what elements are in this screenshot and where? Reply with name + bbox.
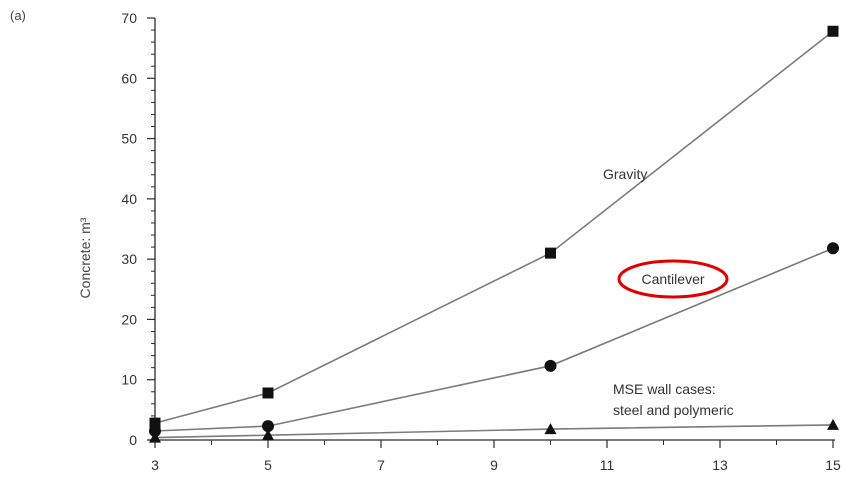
square-marker <box>827 25 839 37</box>
y-axis-title: Concrete: m³ <box>77 217 93 298</box>
cantilever-highlight-ellipse <box>617 259 729 299</box>
annotations: Gravity Cantilever MSE wall cases: steel… <box>603 166 734 418</box>
triangle-marker <box>149 431 161 443</box>
y-tick-label: 0 <box>129 432 137 448</box>
x-tick-label: 11 <box>600 457 615 473</box>
x-tick-label: 15 <box>825 457 841 473</box>
square-marker <box>149 417 161 429</box>
circle-series-line <box>154 247 834 432</box>
triangle-marker <box>827 418 839 430</box>
y-tick-label: 70 <box>121 10 137 26</box>
circle-marker <box>149 424 161 437</box>
y-tick-label: 50 <box>121 131 137 147</box>
y-tick-label: 30 <box>121 251 137 267</box>
square-marker <box>545 247 556 259</box>
circle-marker <box>544 359 557 372</box>
triangle-series-line <box>154 424 834 439</box>
series-layer <box>149 25 839 443</box>
y-axis: 0 10 20 30 40 50 60 70 <box>121 10 156 448</box>
x-tick-label: 3 <box>151 457 159 473</box>
mse-label-line2: steel and polymeric <box>613 402 734 418</box>
square-series-line <box>154 30 834 424</box>
triangle-marker <box>544 423 557 435</box>
circle-marker <box>262 420 274 433</box>
y-tick-label: 10 <box>121 372 137 388</box>
x-tick-label: 5 <box>264 457 272 473</box>
mse-label-line1: MSE wall cases: <box>613 381 716 397</box>
x-tick-label: 7 <box>377 457 385 473</box>
x-tick-label: 9 <box>490 457 498 473</box>
y-tick-label: 60 <box>121 70 137 86</box>
x-tick-label: 13 <box>712 457 728 473</box>
cantilever-label: Cantilever <box>641 271 704 287</box>
y-tick-label: 20 <box>121 311 137 327</box>
panel-label: (a) <box>10 8 26 23</box>
y-tick-label: 40 <box>121 191 137 207</box>
gravity-label: Gravity <box>603 166 647 182</box>
x-axis: 3 5 7 9 11 13 15 <box>148 439 841 473</box>
triangle-marker <box>262 429 274 441</box>
square-marker <box>262 387 274 399</box>
circle-marker <box>827 242 839 255</box>
